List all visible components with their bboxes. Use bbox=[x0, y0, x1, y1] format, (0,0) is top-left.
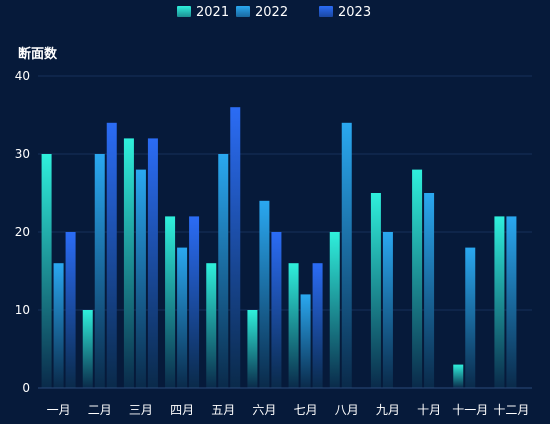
legend-label: 2022 bbox=[255, 5, 288, 20]
y-tick-label: 40 bbox=[15, 69, 30, 83]
bar-2022-8[interactable] bbox=[341, 122, 352, 389]
grid-lines bbox=[38, 75, 532, 311]
bar-2023-2[interactable] bbox=[106, 122, 117, 389]
y-tick-label: 30 bbox=[15, 147, 30, 161]
bar-2021-2[interactable] bbox=[82, 310, 93, 388]
bar-2021-8[interactable] bbox=[329, 232, 340, 388]
bar-2021-9[interactable] bbox=[370, 193, 381, 388]
y-tick-label: 10 bbox=[15, 303, 30, 317]
bar-2023-4[interactable] bbox=[189, 216, 200, 388]
bar-2022-3[interactable] bbox=[135, 169, 146, 388]
x-tick-label: 九月 bbox=[376, 403, 400, 417]
x-tick-label: 七月 bbox=[294, 403, 318, 417]
x-tick-label: 十月 bbox=[417, 403, 441, 417]
bar-2022-11[interactable] bbox=[465, 247, 476, 388]
bar-2022-7[interactable] bbox=[300, 294, 311, 388]
legend-swatch[interactable] bbox=[177, 6, 191, 17]
x-tick-label: 十二月 bbox=[493, 403, 529, 417]
x-tick-label: 十一月 bbox=[452, 403, 488, 417]
y-tick-label: 20 bbox=[15, 225, 30, 239]
bars bbox=[41, 107, 517, 389]
bar-2021-6[interactable] bbox=[247, 310, 258, 388]
legend-label: 2023 bbox=[338, 5, 371, 20]
bar-2021-10[interactable] bbox=[412, 169, 423, 388]
x-tick-label: 二月 bbox=[88, 403, 112, 417]
bar-2021-7[interactable] bbox=[288, 263, 299, 388]
bar-2021-12[interactable] bbox=[494, 216, 505, 388]
bar-2023-7[interactable] bbox=[312, 263, 323, 388]
y-tick-label: 0 bbox=[22, 381, 30, 395]
x-axis-ticks: 一月 二月 三月 四月 五月 六月 七月 八月 九月 十月 十一月 十二月 bbox=[47, 403, 530, 417]
legend-swatch[interactable] bbox=[319, 6, 333, 17]
legend: 2021 2022 2023 bbox=[177, 5, 371, 20]
bar-2023-5[interactable] bbox=[230, 107, 241, 388]
bar-2023-6[interactable] bbox=[271, 232, 282, 388]
x-tick-label: 一月 bbox=[47, 403, 71, 417]
bar-2022-5[interactable] bbox=[218, 154, 229, 388]
legend-label: 2021 bbox=[196, 5, 229, 20]
bar-2021-1[interactable] bbox=[41, 154, 52, 388]
y-axis-label: 断面数 bbox=[18, 46, 58, 62]
legend-swatch[interactable] bbox=[236, 6, 250, 17]
bar-2022-12[interactable] bbox=[506, 216, 517, 388]
bar-2021-3[interactable] bbox=[123, 138, 134, 388]
bar-2022-1[interactable] bbox=[53, 263, 64, 388]
bar-2022-4[interactable] bbox=[177, 247, 188, 388]
x-tick-label: 四月 bbox=[170, 403, 194, 417]
bar-2022-2[interactable] bbox=[94, 154, 105, 388]
x-tick-label: 三月 bbox=[129, 403, 153, 417]
bar-2023-3[interactable] bbox=[147, 138, 158, 388]
bar-2021-11[interactable] bbox=[453, 364, 464, 388]
x-tick-label: 六月 bbox=[252, 403, 276, 417]
bar-2022-6[interactable] bbox=[259, 200, 270, 388]
bar-2023-1[interactable] bbox=[65, 232, 76, 388]
y-axis-ticks: 0 10 20 30 40 bbox=[15, 69, 30, 395]
bar-2021-5[interactable] bbox=[206, 263, 217, 388]
bar-2022-10[interactable] bbox=[424, 193, 435, 388]
bar-2022-9[interactable] bbox=[382, 232, 393, 388]
x-tick-label: 五月 bbox=[211, 403, 235, 417]
bar-2021-4[interactable] bbox=[165, 216, 176, 388]
x-tick-label: 八月 bbox=[335, 403, 359, 417]
